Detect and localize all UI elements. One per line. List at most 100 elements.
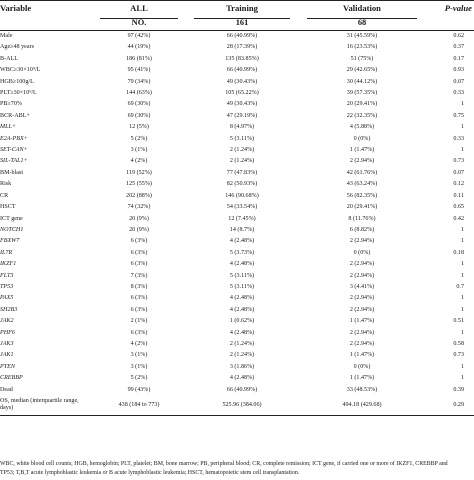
validation-cell: 39 (57.35%) (346, 90, 378, 97)
validation-cell: 6 (8.82%) (349, 226, 375, 233)
header-count-row: NO. 161 68 (0, 16, 474, 31)
training-cell: 2 (1.24%) (229, 158, 255, 165)
validation-cell: 0 (0%) (353, 135, 371, 142)
training-cell: 5 (3.11%) (229, 283, 255, 290)
validation-cell: 1 (1.47%) (349, 318, 375, 325)
all-cell: 74 (32%) (127, 204, 151, 211)
all-cell: 7 (3%) (130, 272, 148, 279)
variable-cell: HGB≥100g/L (0, 78, 34, 85)
pvalue-cell: 0.37 (453, 44, 464, 51)
variable-cell: Male (0, 33, 13, 40)
all-cell: 2 (1%) (130, 318, 148, 325)
all-cell: 144 (63%) (126, 90, 152, 97)
variable-cell: FBXW7 (0, 238, 20, 245)
all-cell: 20 (9%) (129, 226, 149, 233)
validation-count-label: 68 (307, 18, 417, 28)
variable-cell: IL7R (0, 249, 13, 256)
training-cell: 28 (17.39%) (226, 44, 258, 51)
all-cell: 3 (1%) (130, 363, 148, 370)
all-cell: 6 (3%) (130, 329, 148, 336)
variable-cell: CR (0, 192, 9, 199)
pvalue-cell: 1 (460, 147, 464, 154)
table-row: B-ALL 186 (81%) 135 (83.85%) 51 (75%) 0.17 (0, 53, 474, 64)
all-count-header: NO. (92, 16, 186, 31)
validation-cell: 2 (2.94%) (349, 306, 375, 313)
all-cell: 69 (30%) (127, 112, 151, 119)
training-cell: 66 (40.99%) (226, 67, 258, 74)
pvalue-cell: 0.73 (453, 352, 464, 359)
variable-cell: IKZF1 (0, 261, 17, 268)
all-cell: 119 (52%) (126, 169, 152, 176)
variable-cell: Risk (0, 181, 12, 188)
table-row: JAK1 3 (1%) 2 (1.24%) 1 (1.47%) 0.73 (0, 350, 474, 361)
training-cell: 49 (30.43%) (226, 101, 258, 108)
table-row: MLL+ 12 (5%) 8 (4.97%) 4 (5.88%) 1 (0, 122, 474, 133)
variable-cell: FLT3 (0, 272, 14, 279)
validation-cell: 30 (44.12%) (346, 78, 378, 85)
validation-cell: 2 (2.94%) (349, 158, 375, 165)
validation-cell: 56 (82.35%) (346, 192, 378, 199)
all-cell: 95 (41%) (127, 67, 151, 74)
table-row: PB≥70% 69 (30%) 49 (30.43%) 20 (29.41%) 1 (0, 99, 474, 110)
variable-cell: JAK2 (0, 318, 14, 325)
pvalue-cell: 0.39 (453, 386, 464, 393)
validation-cell: 2 (2.94%) (349, 295, 375, 302)
pvalue-cell: 1 (460, 238, 464, 245)
training-cell: 66 (40.99%) (226, 386, 258, 393)
pvalue-cell: 0.12 (453, 181, 464, 188)
table-row: BCR-ABL+ 69 (30%) 47 (29.19%) 22 (32.35%) 0.… (0, 110, 474, 121)
validation-cell: 8 (11.76%) (348, 215, 376, 222)
footnote-line-2: TP53; T,B,T acute lymphoblastic leukemia… (0, 469, 300, 476)
variable-cell: Dead (0, 386, 13, 393)
variable-cell: JAK1 (0, 352, 14, 359)
variable-cell: NOTCH1 (0, 226, 24, 233)
variable-cell: SH2B3 (0, 306, 18, 313)
pvalue-cell: 0.75 (453, 112, 464, 119)
variable-cell: JAK3 (0, 340, 14, 347)
variable-cell: SIL-TAL1+ (0, 158, 28, 165)
validation-count-header: 68 (298, 16, 426, 31)
table-row: HGB≥100g/L 79 (34%) 49 (30.43%) 30 (44.12%)… (0, 76, 474, 87)
validation-header: Validation (298, 0, 426, 16)
training-cell: 77 (47.83%) (226, 169, 258, 176)
table-row: CREBBP 5 (2%) 4 (2.48%) 1 (1.47%) 1 (0, 373, 474, 384)
table-row: PTEN 3 (1%) 3 (1.86%) 0 (0%) 1 (0, 361, 474, 372)
all-cell: 202 (88%) (126, 192, 152, 199)
pvalue-cell: 0.07 (453, 169, 464, 176)
table-row: FLT3 7 (3%) 5 (3.11%) 2 (2.94%) 1 (0, 270, 474, 281)
table-row: TP53 8 (3%) 5 (3.11%) 3 (4.41%) 0.7 (0, 281, 474, 292)
table-row: IL7R 6 (3%) 5 (3.73%) 0 (0%) 0.18 (0, 247, 474, 258)
table-row-os-median: OS, median (interquartile range, days) 43… (0, 395, 474, 416)
validation-cell: 20 (29.41%) (346, 204, 378, 211)
training-count-header: 161 (186, 16, 298, 31)
table-row: HSCT 74 (32%) 54 (33.54%) 20 (29.41%) 0.65 (0, 202, 474, 213)
all-cell: 8 (3%) (130, 283, 148, 290)
variable-cell: BM-blast (0, 169, 24, 176)
all-cell: 12 (5%) (129, 124, 149, 131)
table-row: SIL-TAL1+ 4 (2%) 2 (1.24%) 2 (2.94%) 0.73 (0, 156, 474, 167)
table-row: Age≥48 years 44 (19%) 28 (17.39%) 16 (23.53… (0, 42, 474, 53)
training-cell: 66 (40.99%) (226, 33, 258, 40)
all-cell: 99 (43%) (127, 386, 151, 393)
pvalue-count-blank (426, 16, 474, 31)
table-row: Dead 99 (43%) 66 (40.99%) 33 (48.53%) 0.39 (0, 384, 474, 395)
pvalue-cell: 0.33 (453, 90, 464, 97)
variable-cell: B-ALL (0, 55, 18, 62)
training-cell: 146 (90.68%) (225, 192, 259, 199)
table-row: JAK3 4 (2%) 2 (1.24%) 2 (2.94%) 0.58 (0, 338, 474, 349)
training-cell: 12 (7.45%) (228, 215, 256, 222)
variable-cell: PB≥70% (0, 101, 22, 108)
validation-cell: 2 (2.94%) (349, 272, 375, 279)
all-cell: 6 (3%) (130, 261, 148, 268)
table-row: SH2B3 6 (3%) 4 (2.48%) 2 (2.94%) 1 (0, 304, 474, 315)
training-cell: 49 (30.43%) (226, 78, 258, 85)
variable-cell: BCR-ABL+ (0, 112, 30, 119)
table-row: E2A-PBX+ 5 (2%) 5 (3.11%) 0 (0%) 0.33 (0, 133, 474, 144)
pvalue-cell: 1 (460, 375, 464, 382)
all-header: ALL (92, 0, 186, 16)
validation-cell: 2 (2.94%) (349, 261, 375, 268)
pvalue-header: P-value (426, 0, 474, 16)
all-cell: 6 (3%) (130, 249, 148, 256)
all-cell: 6 (3%) (130, 295, 148, 302)
variable-cell: OS, median (interquartile range, days) (0, 395, 92, 416)
